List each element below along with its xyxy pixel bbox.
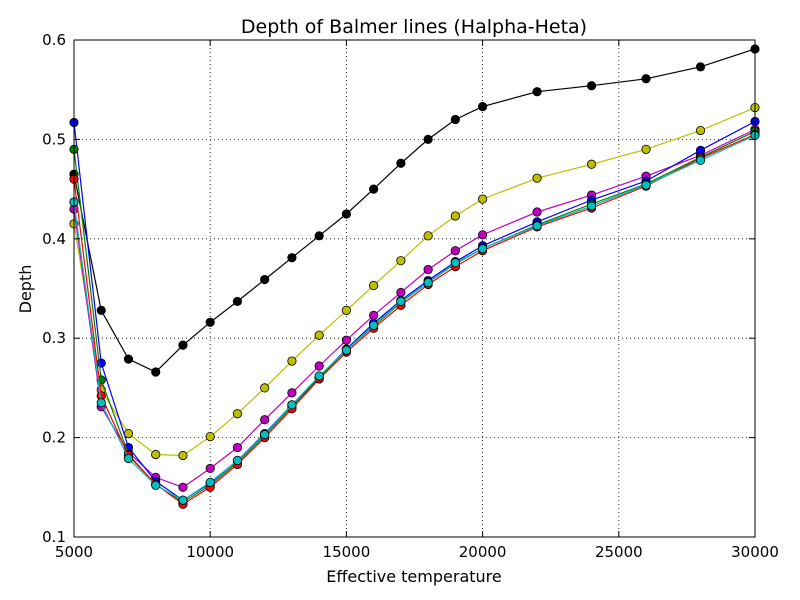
series-7 — [69, 130, 760, 505]
series-line — [73, 130, 756, 503]
data-point — [232, 409, 243, 419]
data-point — [205, 432, 215, 442]
x-tick-label: 25000 — [595, 543, 643, 561]
data-point — [96, 398, 106, 408]
data-point — [532, 87, 542, 97]
data-point — [477, 230, 488, 240]
data-point — [178, 340, 188, 350]
data-point — [695, 62, 706, 72]
series-line — [73, 133, 756, 505]
data-point — [641, 180, 651, 190]
data-point — [586, 159, 597, 169]
data-point — [586, 201, 597, 211]
x-tick-label: 10000 — [186, 543, 234, 561]
data-point — [695, 125, 706, 136]
data-point — [260, 383, 270, 393]
data-point — [96, 305, 106, 315]
data-point — [287, 253, 297, 263]
data-point — [396, 158, 406, 168]
data-point — [232, 455, 243, 466]
data-point — [178, 495, 188, 505]
data-point — [695, 155, 706, 165]
x-axis-label: Effective temperature — [326, 567, 501, 586]
data-point — [287, 356, 297, 366]
data-point — [232, 442, 243, 453]
series-5 — [69, 126, 760, 507]
data-point — [151, 367, 161, 377]
data-point — [423, 265, 433, 275]
data-point — [314, 371, 324, 381]
series-line — [73, 134, 756, 501]
data-point — [260, 415, 270, 425]
data-point — [123, 354, 134, 364]
data-point — [450, 211, 460, 221]
series-4 — [69, 116, 760, 505]
data-point — [477, 194, 488, 204]
data-point — [178, 450, 188, 461]
data-point — [260, 274, 270, 285]
data-point — [369, 280, 379, 291]
data-point — [532, 173, 542, 183]
data-point — [532, 221, 542, 231]
data-point — [123, 453, 134, 464]
data-point — [532, 207, 542, 217]
data-point — [396, 287, 406, 298]
plot-border — [73, 39, 756, 538]
data-point — [314, 361, 324, 371]
data-point — [260, 430, 270, 440]
x-tick-label: 30000 — [731, 543, 779, 561]
data-point — [232, 296, 243, 307]
data-point — [287, 400, 297, 410]
data-point — [369, 310, 379, 320]
data-point — [396, 256, 406, 266]
data-point — [423, 134, 433, 144]
data-point — [341, 305, 351, 315]
grid — [73, 39, 756, 538]
y-tick-label: 0.6 — [42, 31, 66, 49]
series-line — [73, 120, 756, 501]
data-point — [151, 480, 161, 490]
data-point — [586, 81, 597, 91]
chart-title: Depth of Balmer lines (Halpha-Heta) — [241, 16, 587, 38]
data-point — [450, 258, 460, 268]
series-1 — [69, 44, 760, 377]
series-group — [69, 44, 760, 509]
data-point — [341, 335, 351, 345]
data-point — [450, 246, 460, 256]
data-point — [450, 114, 460, 125]
y-tick-label: 0.4 — [42, 230, 66, 248]
data-point — [314, 330, 324, 340]
y-axis-label: Depth — [16, 265, 35, 314]
data-point — [477, 244, 488, 254]
data-point — [287, 388, 297, 398]
data-point — [205, 477, 215, 487]
data-point — [369, 184, 379, 194]
data-point — [477, 101, 488, 112]
y-tick-label: 0.1 — [42, 528, 66, 546]
series-line — [73, 48, 756, 373]
y-tick-label: 0.5 — [42, 130, 66, 148]
data-point — [423, 277, 433, 288]
series-6 — [69, 129, 760, 509]
data-point — [341, 209, 351, 219]
data-point — [423, 231, 433, 241]
y-tick-label: 0.2 — [42, 429, 66, 447]
data-point — [341, 345, 351, 355]
data-point — [369, 320, 379, 330]
x-tick-label: 5000 — [55, 543, 93, 561]
data-point — [151, 449, 161, 460]
data-point — [641, 74, 651, 84]
plot-frame — [73, 39, 756, 538]
data-point — [641, 144, 651, 154]
data-point — [396, 296, 406, 307]
x-tick-label: 15000 — [323, 543, 371, 561]
x-tick-label: 20000 — [459, 543, 507, 561]
data-point — [178, 482, 188, 492]
data-point — [205, 463, 215, 474]
data-point — [314, 231, 324, 241]
y-tick-label: 0.3 — [42, 329, 66, 347]
data-point — [205, 317, 215, 327]
axis-ticks: 5000 10000 15000 20000 25000 30000 0.1 0.2 0.3 0.… — [42, 31, 779, 561]
